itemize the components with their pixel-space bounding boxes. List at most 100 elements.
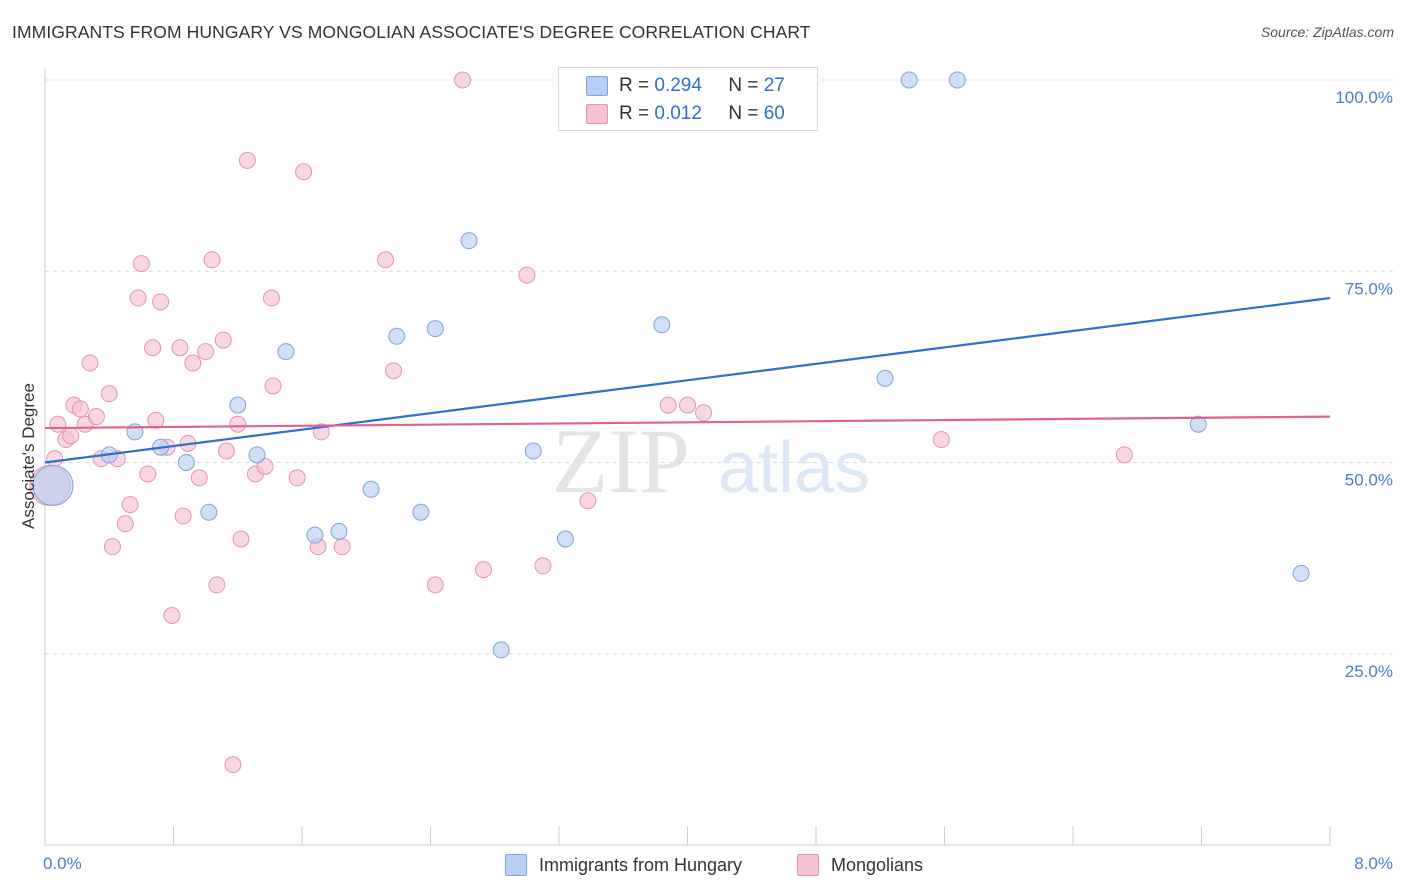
point-mongolians xyxy=(87,408,105,426)
point-mongolians xyxy=(224,756,242,774)
point-hungary xyxy=(32,464,74,506)
point-mongolians xyxy=(229,415,247,433)
series-legend: Immigrants from Hungary Mongolians xyxy=(0,852,1406,878)
y-tick-label: 50.0% xyxy=(1345,471,1393,490)
legend-swatch-pink xyxy=(586,104,608,124)
legend-swatch-blue xyxy=(586,76,608,96)
legend-r-value: 0.012 xyxy=(654,103,702,124)
watermark-atlas: atlas xyxy=(718,428,870,508)
point-hungary xyxy=(524,442,542,460)
point-hungary xyxy=(1189,415,1207,433)
point-hungary xyxy=(388,327,406,345)
trend-lines xyxy=(44,296,1331,464)
point-mongolians xyxy=(49,415,67,433)
point-mongolians xyxy=(295,163,313,181)
point-hungary xyxy=(229,396,247,414)
correlation-legend: R = 0.294 N = 27 R = 0.012 N = 60 xyxy=(558,67,818,131)
point-mongolians xyxy=(174,507,192,525)
point-mongolians xyxy=(534,557,552,575)
series-immigrants-from-hungary xyxy=(32,71,1310,659)
legend-swatch-blue xyxy=(505,854,527,876)
point-mongolians xyxy=(147,411,165,429)
point-mongolians xyxy=(679,396,696,414)
point-mongolians xyxy=(46,450,64,468)
point-hungary xyxy=(277,343,295,361)
point-hungary xyxy=(177,454,195,471)
point-mongolians xyxy=(184,354,202,372)
point-mongolians xyxy=(132,255,150,273)
point-mongolians xyxy=(62,427,80,445)
legend-r-label: R = xyxy=(619,75,655,96)
point-hungary xyxy=(200,503,218,521)
point-mongolians xyxy=(152,293,170,311)
y-tick-label: 25.0% xyxy=(1345,662,1393,681)
legend-swatch-pink xyxy=(797,854,819,876)
point-mongolians xyxy=(454,71,472,89)
trendline-hungary xyxy=(44,296,1331,464)
point-mongolians xyxy=(232,530,250,548)
legend-r-value: 0.294 xyxy=(654,75,702,96)
series-mongolians xyxy=(29,71,1133,774)
point-mongolians xyxy=(121,496,139,514)
point-hungary xyxy=(876,369,894,387)
point-mongolians xyxy=(203,251,221,269)
point-mongolians xyxy=(81,354,99,372)
legend-n-value: 27 xyxy=(763,75,785,96)
chart-source: Source: ZipAtlas.com xyxy=(1260,24,1394,40)
legend-n-label: N = xyxy=(728,103,764,124)
point-hungary xyxy=(900,71,918,89)
point-mongolians xyxy=(695,404,713,422)
point-hungary xyxy=(306,526,324,544)
legend-item-hungary[interactable]: Immigrants from Hungary xyxy=(505,852,742,878)
legend-n-value: 60 xyxy=(763,103,785,124)
point-mongolians xyxy=(144,339,162,357)
point-hungary xyxy=(1292,564,1310,582)
point-mongolians xyxy=(264,377,282,395)
point-hungary xyxy=(948,71,966,89)
y-axis-label: Associate's Degree xyxy=(19,383,38,529)
point-mongolians xyxy=(197,343,215,361)
legend-item-mongolians[interactable]: Mongolians xyxy=(797,852,923,878)
x-tick-label: 8.0% xyxy=(1354,854,1393,873)
legend-n-label: N = xyxy=(728,75,764,96)
legend-label-hungary: Immigrants from Hungary xyxy=(539,854,743,875)
point-mongolians xyxy=(579,492,597,510)
watermark: ZIP atlas xyxy=(552,410,870,512)
point-hungary xyxy=(492,641,510,659)
point-mongolians xyxy=(333,538,351,556)
point-mongolians xyxy=(163,607,181,624)
point-mongolians xyxy=(71,400,89,418)
point-hungary xyxy=(653,316,671,334)
point-mongolians xyxy=(208,576,226,594)
y-tick-label: 100.0% xyxy=(1335,88,1393,107)
tick-labels: 25.0% 50.0% 75.0% 100.0% 0.0% 8.0% xyxy=(43,88,1393,873)
point-mongolians xyxy=(659,396,677,414)
point-hungary xyxy=(412,503,430,521)
point-mongolians xyxy=(171,339,189,357)
y-tick-label: 75.0% xyxy=(1345,279,1393,298)
point-mongolians xyxy=(426,576,444,594)
point-hungary xyxy=(362,480,380,498)
point-mongolians xyxy=(385,362,403,380)
point-mongolians xyxy=(103,538,121,556)
point-mongolians xyxy=(238,151,256,169)
legend-r-label: R = xyxy=(619,103,655,124)
watermark-zip: ZIP xyxy=(552,410,690,512)
point-mongolians xyxy=(214,331,232,349)
point-hungary xyxy=(556,530,574,548)
x-tick-label: 0.0% xyxy=(43,854,82,873)
point-hungary xyxy=(248,446,266,464)
point-mongolians xyxy=(139,465,157,483)
point-mongolians xyxy=(129,289,147,307)
point-mongolians xyxy=(475,561,493,579)
axes xyxy=(44,68,1331,846)
point-hungary xyxy=(460,232,478,250)
point-mongolians xyxy=(932,431,950,449)
legend-label-mongolians: Mongolians xyxy=(831,854,924,875)
point-mongolians xyxy=(116,515,134,533)
point-mongolians xyxy=(190,469,208,487)
point-mongolians xyxy=(377,251,395,269)
point-hungary xyxy=(426,320,444,338)
point-mongolians xyxy=(100,385,118,403)
